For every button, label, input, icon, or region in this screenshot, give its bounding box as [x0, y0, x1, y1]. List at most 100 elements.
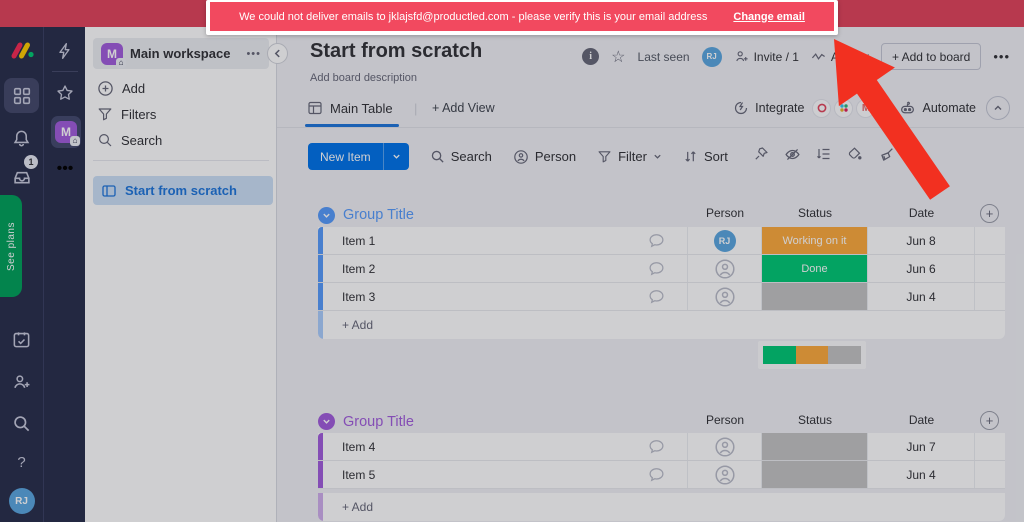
column-header-status[interactable]: Status [797, 206, 833, 220]
panel-search-button[interactable]: Search [93, 128, 269, 152]
user-avatar[interactable]: RJ [0, 488, 43, 514]
status-summary-chip [758, 341, 866, 369]
color-bucket-icon[interactable] [847, 146, 863, 167]
add-column-button[interactable]: + [980, 411, 999, 430]
new-item-button[interactable]: New Item [308, 143, 409, 170]
date-cell[interactable]: Jun 8 [868, 227, 975, 254]
add-item-row[interactable]: + Add [318, 311, 1005, 339]
panel-filters-button[interactable]: Filters [93, 102, 269, 126]
date-cell[interactable]: Jun 4 [868, 283, 975, 310]
help-button[interactable]: ? [17, 454, 26, 471]
group-title[interactable]: Group Title [343, 207, 414, 223]
column-header-date[interactable]: Date [908, 413, 935, 427]
toolbar-person-button[interactable]: Person [513, 149, 576, 165]
table-row[interactable]: Item 5 Jun 4 [318, 461, 1005, 489]
eye-slash-icon[interactable] [784, 146, 801, 168]
workspace-panel: M ⌂ Main workspace ••• Add Filters Search… [85, 27, 277, 522]
integration-badge-icon [834, 98, 854, 118]
status-cell[interactable] [762, 433, 868, 460]
group-by-icon[interactable] [816, 146, 832, 167]
add-column-button[interactable]: + [980, 204, 999, 223]
column-header-person[interactable]: Person [705, 413, 745, 427]
status-cell[interactable]: Done [762, 255, 868, 282]
board-description[interactable]: Add board description [310, 72, 418, 84]
add-view-button[interactable]: + Add View [432, 101, 495, 115]
date-cell[interactable]: Jun 4 [868, 461, 975, 488]
broom-icon[interactable] [878, 146, 895, 168]
person-cell[interactable] [688, 461, 762, 488]
my-work-calendar-button[interactable] [0, 330, 43, 349]
favorite-star-icon[interactable]: ☆ [611, 48, 626, 66]
column-header-date[interactable]: Date [908, 206, 935, 220]
activity-button[interactable]: Activity [811, 49, 869, 64]
new-item-caret[interactable] [384, 143, 409, 170]
toolbar-filter-button[interactable]: Filter [597, 149, 662, 164]
board-menu-dots[interactable]: ••• [993, 49, 1010, 64]
person-cell[interactable]: RJ [688, 227, 762, 254]
toolbar-search-button[interactable]: Search [430, 149, 492, 164]
board-toolbar: New Item Search Person Filter Sort [308, 143, 895, 170]
workspace-header[interactable]: M ⌂ Main workspace ••• [93, 38, 269, 69]
person-cell[interactable] [688, 283, 762, 310]
group-collapse-icon[interactable] [318, 206, 335, 224]
panel-add-button[interactable]: Add [93, 76, 269, 100]
board-title[interactable]: Start from scratch [310, 40, 483, 62]
favorites-star-button[interactable] [44, 84, 86, 102]
date-cell[interactable]: Jun 7 [868, 433, 975, 460]
workspace-avatar-button[interactable]: M ⌂ [51, 116, 81, 148]
last-seen-avatar[interactable]: RJ [701, 46, 722, 67]
add-to-board-button[interactable]: + Add to board [880, 43, 982, 70]
table-row[interactable]: Item 3 Jun 4 [318, 283, 1005, 311]
group-collapse-icon[interactable] [318, 413, 335, 430]
item-name-cell[interactable]: Item 2 [323, 255, 688, 282]
person-cell[interactable] [688, 255, 762, 282]
collapse-panel-button[interactable] [267, 43, 288, 64]
board-info-icon[interactable]: i [582, 48, 600, 65]
status-battery[interactable] [763, 346, 862, 364]
table-row[interactable]: Item 2 Done Jun 6 [318, 255, 1005, 283]
column-header-person[interactable]: Person [705, 206, 745, 220]
toolbar-sort-button[interactable]: Sort [683, 149, 728, 164]
workspace-panel-avatar: M ⌂ [101, 42, 126, 68]
automate-button[interactable]: Automate [899, 100, 976, 117]
invite-members-button[interactable] [0, 372, 43, 391]
item-name-cell[interactable]: Item 3 [323, 283, 688, 310]
chat-bubble-icon[interactable] [648, 232, 665, 249]
notifications-bell-button[interactable] [0, 129, 43, 148]
date-cell[interactable]: Jun 6 [868, 255, 975, 282]
add-item-row[interactable]: + Add [318, 493, 1005, 521]
integrate-button[interactable]: Integrate [733, 100, 804, 116]
search-rail-button[interactable] [0, 414, 43, 433]
item-name-cell[interactable]: Item 5 [323, 461, 688, 488]
workspaces-grid-button[interactable] [4, 78, 39, 113]
table-row[interactable]: Item 4 Jun 7 [318, 433, 1005, 461]
pin-icon[interactable] [753, 146, 769, 167]
item-name-cell[interactable]: Item 4 [323, 433, 688, 460]
quick-actions-bolt-button[interactable] [44, 42, 86, 60]
sidebar-board-item[interactable]: Start from scratch [93, 176, 273, 205]
table-row[interactable]: Item 1 RJ Working on it Jun 8 [318, 227, 1005, 255]
chat-bubble-icon[interactable] [648, 288, 665, 305]
tab-main-table[interactable]: Main Table [307, 100, 393, 116]
chat-bubble-icon[interactable] [648, 438, 665, 455]
status-cell[interactable]: Working on it [762, 227, 868, 254]
column-header-status[interactable]: Status [797, 413, 833, 427]
status-cell[interactable] [762, 283, 868, 310]
empty-cell [975, 461, 1005, 488]
workspace-rail-menu-button[interactable]: ••• [56, 160, 74, 177]
see-plans-banner[interactable]: See plans [0, 195, 22, 297]
item-name-cell[interactable]: Item 1 [323, 227, 688, 254]
chat-bubble-icon[interactable] [648, 466, 665, 483]
chat-bubble-icon[interactable] [648, 260, 665, 277]
empty-cell [975, 433, 1005, 460]
empty-person-icon [714, 464, 735, 485]
inbox-tray-button[interactable] [0, 167, 43, 187]
invite-button[interactable]: Invite / 1 [734, 49, 799, 64]
collapse-header-chevron-button[interactable] [986, 96, 1010, 120]
banner-message: We could not deliver emails to jklajsfd@… [239, 10, 708, 23]
person-cell[interactable] [688, 433, 762, 460]
group-title[interactable]: Group Title [343, 413, 414, 430]
workspace-menu-dots[interactable]: ••• [246, 47, 261, 60]
change-email-link[interactable]: Change email [733, 10, 805, 23]
status-cell[interactable] [762, 461, 868, 488]
